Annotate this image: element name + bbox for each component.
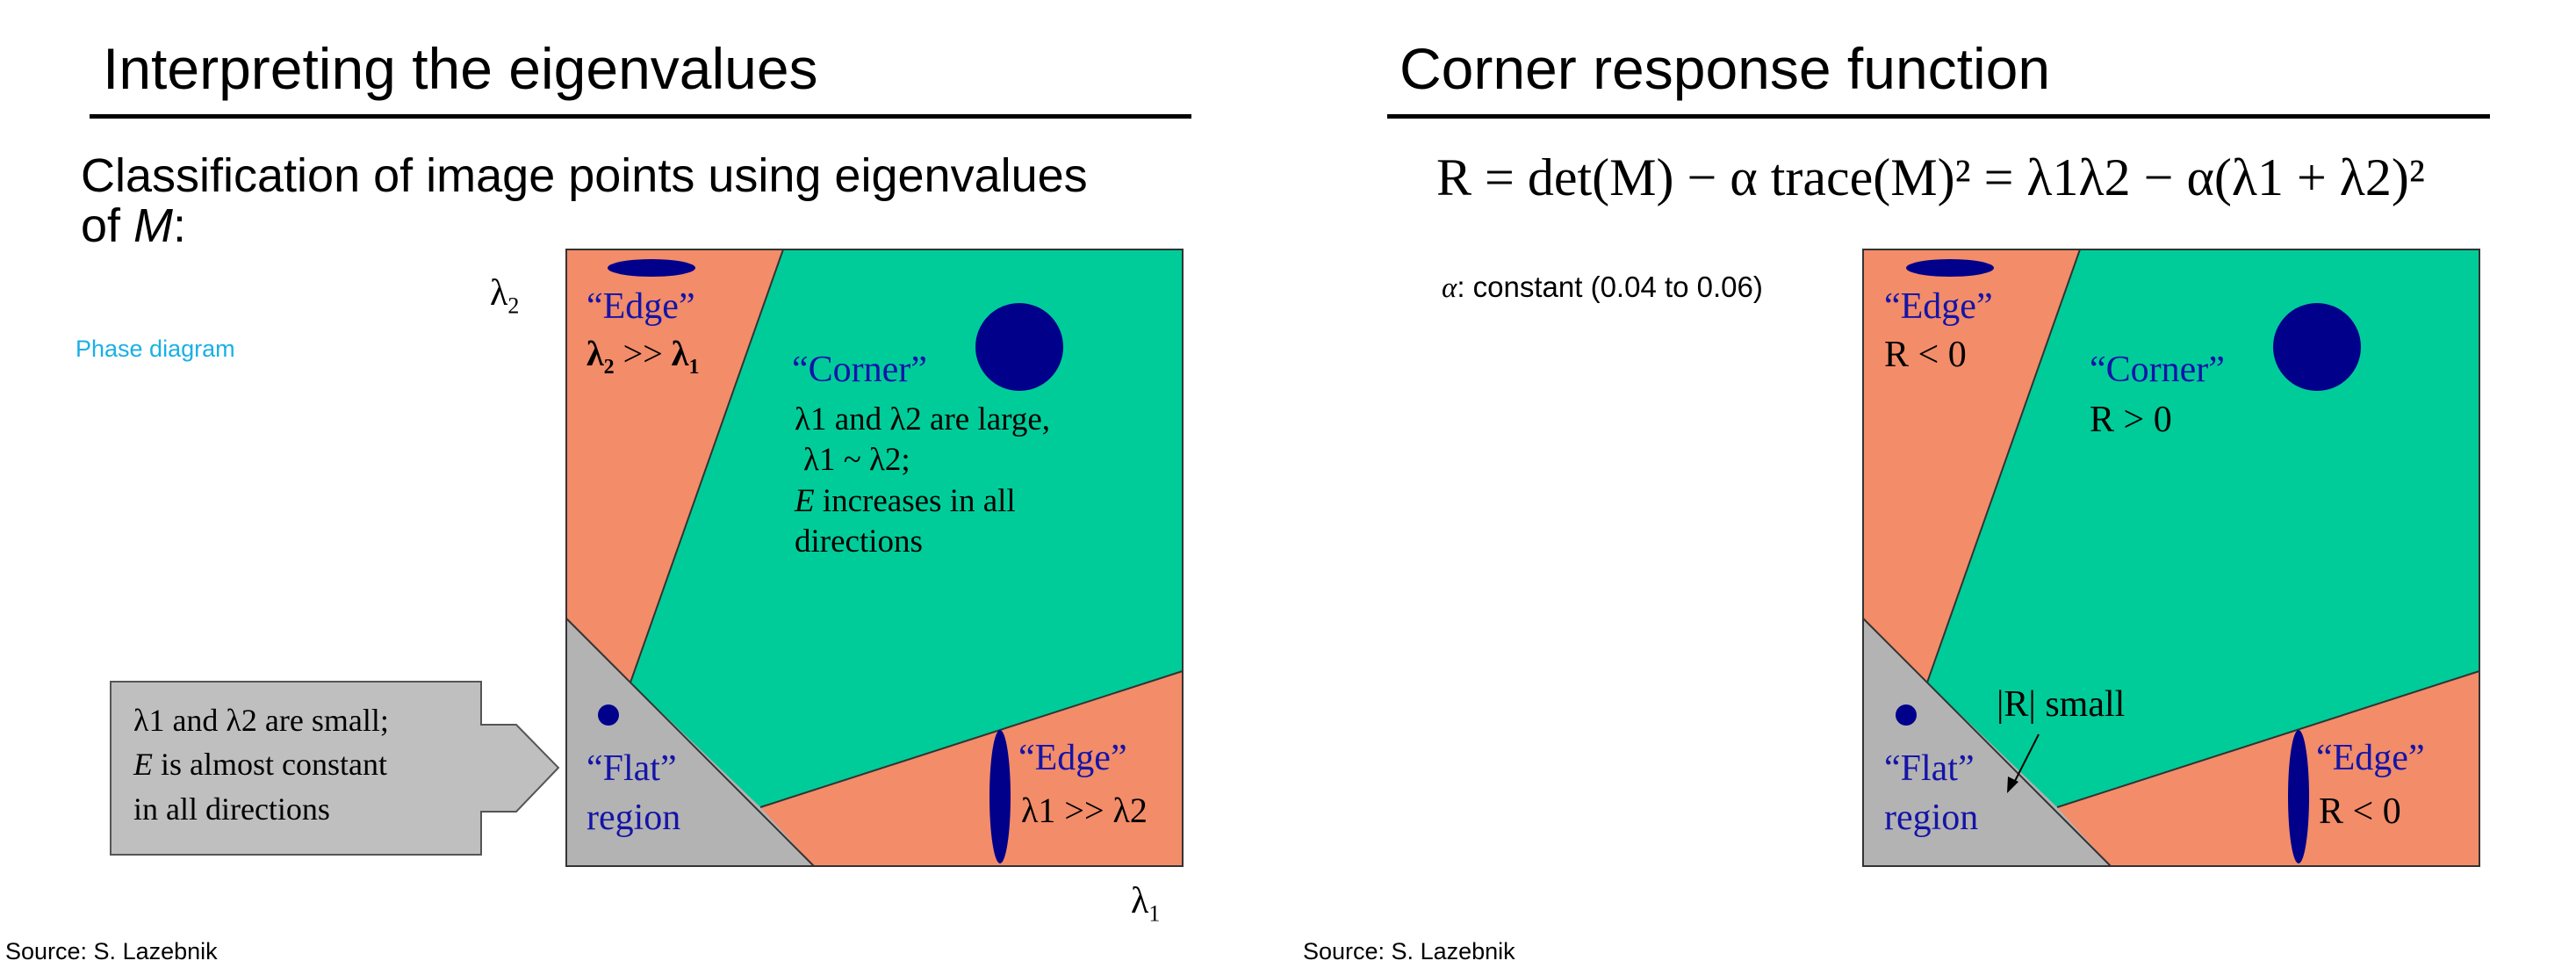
left-boundary-upper — [630, 249, 784, 683]
edge-top-desc-a-sub: 2 — [603, 356, 615, 379]
left-flat-label: “Flat” region — [586, 748, 680, 838]
right-corner-region — [1927, 249, 2479, 807]
left-axis-x-label: λ1 — [1131, 880, 1160, 927]
left-corner-label: “Corner” — [792, 350, 927, 390]
callout-line2: E is almost constant — [133, 742, 389, 786]
left-diagram-frame — [565, 249, 1184, 867]
right-flat-blob — [1896, 704, 1917, 726]
right-boundary-flat — [1862, 618, 2112, 867]
subtitle-line2-suffix: : — [173, 199, 187, 252]
left-callout-arrow — [110, 681, 560, 856]
right-edge-horizontal-blob — [1906, 259, 1994, 277]
left-corner-line3-rest: increases in all — [814, 482, 1016, 519]
left-subtitle: Classification of image points using eig… — [81, 151, 1222, 250]
left-source: Source: S. Lazebnik — [5, 938, 218, 964]
left-slide-title: Interpreting the eigenvalues — [103, 36, 818, 101]
left-edge-top-desc: λ2 >> λ1 — [586, 332, 699, 380]
axis-x-symbol: λ — [1131, 881, 1149, 921]
left-corner-line3: E increases in all — [795, 481, 1050, 522]
left-corner-line1: λ1 and λ2 are large, — [795, 401, 1050, 437]
right-flat-label-line1: “Flat” — [1884, 748, 1975, 789]
left-boundary-lower — [759, 670, 1184, 808]
right-edge-vertical-blob — [2288, 730, 2309, 863]
left-edge-horizontal-blob — [608, 259, 695, 277]
right-corner-blob — [2273, 303, 2361, 391]
left-corner-region — [630, 249, 1183, 807]
left-axis-y-label: λ2 — [490, 272, 519, 319]
right-flat-label: “Flat” region — [1884, 748, 1978, 838]
left-flat-label-line2: region — [586, 798, 681, 839]
right-alpha-note: α: constant (0.04 to 0.06) — [1442, 271, 1763, 305]
left-corner-line3-var: E — [795, 482, 815, 519]
right-small-label: |R| small — [1997, 684, 2126, 725]
right-small-pointer-head — [2007, 777, 2018, 793]
right-edge-top-label: “Edge” — [1884, 286, 1993, 327]
left-flat-label-line1: “Flat” — [586, 748, 677, 789]
left-edge-right-label: “Edge” — [1018, 738, 1127, 778]
alpha-note-text: : constant (0.04 to 0.06) — [1457, 271, 1763, 303]
right-boundary-upper — [1926, 249, 2081, 683]
right-corner-desc: R > 0 — [2090, 400, 2172, 440]
axis-y-symbol: λ — [490, 273, 508, 314]
phase-diagram-link[interactable]: Phase diagram — [76, 336, 235, 362]
right-title-rule — [1387, 114, 2490, 119]
callout-line2-rest: is almost constant — [153, 747, 387, 783]
right-diagram-frame — [1862, 249, 2480, 867]
edge-top-desc-a: λ — [586, 334, 604, 373]
right-boundary-lower — [2056, 670, 2480, 808]
subtitle-line1: Classification of image points using eig… — [81, 149, 1088, 202]
right-edge-top-desc: R < 0 — [1884, 335, 1967, 375]
right-flat-label-line2: region — [1884, 798, 1979, 839]
right-corner-label: “Corner” — [2090, 350, 2225, 390]
alpha-var: α — [1442, 272, 1457, 304]
left-title-rule — [90, 114, 1191, 119]
left-corner-line4: directions — [795, 523, 923, 560]
right-edge-right-desc: R < 0 — [2319, 791, 2401, 832]
left-edge-right-desc: λ1 >> λ2 — [1021, 791, 1148, 830]
callout-line1: λ1 and λ2 are small; — [133, 703, 389, 738]
right-edge-right-label: “Edge” — [2316, 738, 2425, 778]
callout-line2-var: E — [133, 747, 153, 783]
subtitle-line2-prefix: of — [81, 199, 134, 252]
left-edge-vertical-blob — [989, 730, 1011, 863]
axis-y-sub: 2 — [507, 293, 520, 319]
left-corner-desc: λ1 and λ2 are large, λ1 ~ λ2; E increase… — [795, 400, 1050, 562]
right-slide-title: Corner response function — [1400, 36, 2051, 101]
right-small-pointer-line — [2013, 733, 2040, 784]
left-callout-text: λ1 and λ2 are small; E is almost constan… — [133, 698, 389, 831]
left-edge-top-label: “Edge” — [586, 286, 695, 327]
right-source: Source: S. Lazebnik — [1303, 938, 1515, 964]
subtitle-line2-var: M — [133, 199, 174, 252]
left-flat-blob — [598, 704, 619, 726]
left-corner-blob — [975, 303, 1063, 391]
left-boundary-flat — [565, 618, 815, 867]
edge-top-desc-op: >> — [614, 334, 672, 373]
edge-top-desc-b: λ — [671, 334, 689, 373]
left-corner-line2: λ1 ~ λ2; — [803, 442, 910, 479]
left-phase-diagram — [565, 249, 1184, 867]
right-phase-diagram — [1862, 249, 2480, 867]
callout-line3: in all directions — [133, 791, 330, 827]
edge-top-desc-b-sub: 1 — [688, 356, 700, 379]
right-formula: R = det(M) − α trace(M)² = λ1λ2 − α(λ1 +… — [1436, 148, 2425, 206]
axis-x-sub: 1 — [1148, 900, 1161, 927]
